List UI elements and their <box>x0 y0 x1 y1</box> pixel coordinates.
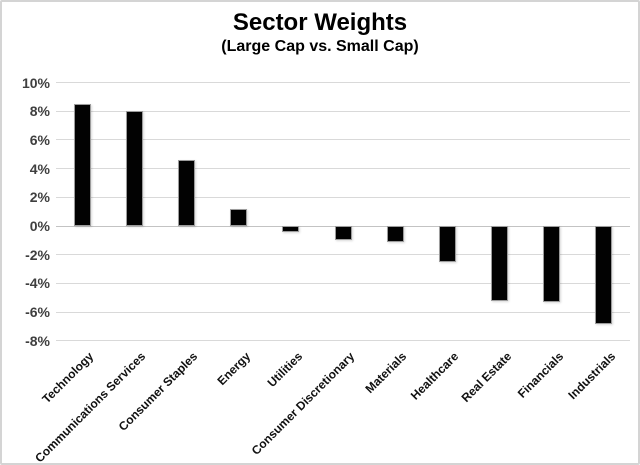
bar-communications-services <box>125 111 143 226</box>
gridline <box>56 110 630 112</box>
chart-title: Sector Weights <box>232 9 408 36</box>
gridline <box>56 282 630 284</box>
bar-financials <box>543 226 561 303</box>
gridline <box>56 196 630 198</box>
gridline <box>56 168 630 170</box>
ytick-label: 10% <box>21 74 50 91</box>
ytick-label: -8% <box>25 332 50 349</box>
bar-technology <box>73 104 91 226</box>
ytick-label: 0% <box>29 218 50 234</box>
bar-consumer-discretionary <box>334 226 352 241</box>
ytick-label: 6% <box>29 131 50 148</box>
ytick-label: -2% <box>25 246 50 263</box>
bar-real-estate <box>491 226 509 301</box>
ytick-label: 8% <box>29 103 50 120</box>
chart-subtitle: (Large Cap vs. Small Cap) <box>221 38 419 55</box>
bar-industrials <box>595 226 613 324</box>
bar-healthcare <box>438 226 456 262</box>
bar-consumer-staples <box>177 159 195 226</box>
gridline <box>56 340 630 342</box>
gridline <box>56 254 630 256</box>
bar-utilities <box>282 226 300 232</box>
bar-materials <box>386 226 404 242</box>
gridline <box>56 311 630 313</box>
gridline <box>56 82 630 83</box>
gridline <box>56 139 630 141</box>
ytick-label: -4% <box>25 275 50 292</box>
ytick-label: 4% <box>29 160 50 177</box>
bar-energy <box>230 208 248 226</box>
ytick-label: -6% <box>25 304 50 321</box>
ytick-label: 2% <box>29 189 50 206</box>
